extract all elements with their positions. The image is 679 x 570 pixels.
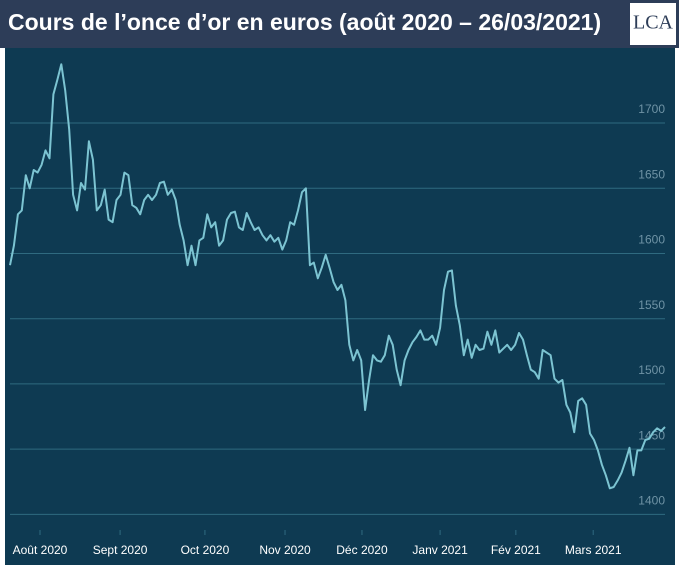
x-tick-label: Sept 2020 <box>93 543 148 557</box>
logo: LCA <box>633 12 674 34</box>
x-tick-label: Déc 2020 <box>336 543 388 557</box>
x-tick-label: Fév 2021 <box>491 543 541 557</box>
plot-background <box>5 48 675 565</box>
y-tick-label: 1650 <box>638 167 665 181</box>
x-tick-label: Août 2020 <box>13 543 68 557</box>
y-tick-label: 1600 <box>638 233 665 247</box>
line-series <box>9 63 666 490</box>
logo-box <box>630 3 676 45</box>
x-tick-label: Janv 2021 <box>412 543 468 557</box>
x-tick-label: Oct 2020 <box>181 543 230 557</box>
y-tick-label: 1550 <box>638 298 665 312</box>
y-tick-label: 1700 <box>638 102 665 116</box>
title-bar <box>0 0 679 48</box>
y-tick-label: 1400 <box>638 494 665 508</box>
chart-title: Cours de l’once d’or en euros (août 2020… <box>8 9 601 35</box>
y-tick-label: 1500 <box>638 363 665 377</box>
x-tick-label: Mars 2021 <box>565 543 622 557</box>
x-tick-label: Nov 2020 <box>259 543 311 557</box>
